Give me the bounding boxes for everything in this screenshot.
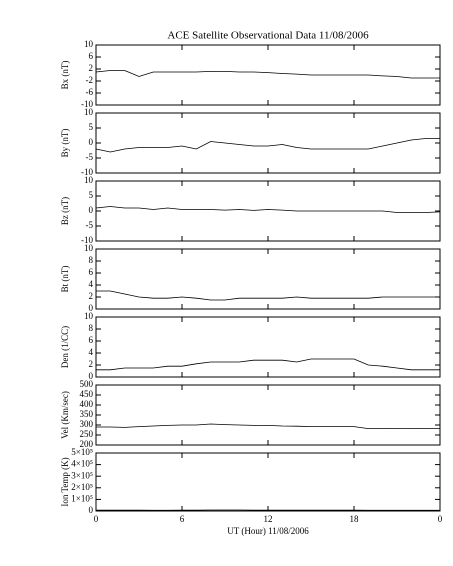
y-axis-label: Vel (Km/sec) <box>60 391 70 439</box>
y-tick-label: 0 <box>89 505 94 515</box>
y-axis-label: Bt (nT) <box>60 266 70 293</box>
data-line <box>96 290 440 301</box>
y-tick-label: 8 <box>89 323 94 333</box>
y-tick-label: 10 <box>84 107 94 117</box>
data-line <box>95 138 440 153</box>
x-tick-label: 0 <box>438 514 443 524</box>
y-tick-label: -10 <box>81 167 93 177</box>
x-tick-label: 6 <box>180 514 185 524</box>
y-tick-label: 0 <box>89 205 94 215</box>
y-axis-label: Den (1/CC) <box>60 326 70 368</box>
x-tick-label: 12 <box>264 514 273 524</box>
data-line <box>96 358 440 371</box>
y-tick-label: 6 <box>89 51 94 61</box>
y-tick-label: 400 <box>80 399 94 409</box>
x-axis-label: UT (Hour) 11/08/2006 <box>227 526 309 536</box>
y-tick-label: 0 <box>89 371 94 381</box>
y-tick-label: 5×10⁵ <box>71 447 93 457</box>
y-tick-label: 5 <box>89 190 94 200</box>
chart-title: ACE Satellite Observational Data 11/08/2… <box>167 30 369 42</box>
y-tick-label: -10 <box>81 235 93 245</box>
y-tick-label: 250 <box>80 429 94 439</box>
y-axis-label: Ion Temp (K) <box>60 457 70 506</box>
y-tick-label: 2 <box>89 291 94 301</box>
y-tick-label: 4 <box>89 347 94 357</box>
y-tick-label: 5 <box>89 122 94 132</box>
y-tick-label: 10 <box>84 243 94 253</box>
y-axis-label: Bx (nT) <box>60 61 70 90</box>
y-axis-label: Bz (nT) <box>60 197 70 225</box>
y-tick-label: 1×10⁵ <box>71 493 93 503</box>
y-tick-label: -2 <box>86 75 94 85</box>
panel-frame <box>95 112 441 174</box>
y-tick-label: -5 <box>86 152 94 162</box>
y-tick-label: 300 <box>80 419 94 429</box>
data-line <box>95 70 440 79</box>
y-tick-label: 500 <box>80 379 94 389</box>
y-tick-label: -5 <box>86 220 94 230</box>
panel-frame <box>95 180 441 242</box>
y-tick-label: -10 <box>81 99 93 109</box>
y-tick-label: 6 <box>89 267 94 277</box>
y-tick-label: 4 <box>89 279 94 289</box>
y-tick-label: 6 <box>89 335 94 345</box>
y-tick-label: 350 <box>80 409 94 419</box>
y-tick-label: 10 <box>84 311 94 321</box>
y-tick-label: -6 <box>86 87 94 97</box>
y-tick-label: 4×10⁵ <box>71 459 93 469</box>
y-tick-label: 0 <box>89 303 94 313</box>
data-line <box>96 423 440 429</box>
data-line <box>95 206 441 213</box>
x-tick-label: 0 <box>94 514 99 524</box>
y-axis-label: By (nT) <box>60 129 70 158</box>
y-tick-label: 200 <box>80 439 94 449</box>
x-tick-label: 18 <box>350 514 360 524</box>
y-tick-label: 2×10⁵ <box>71 482 93 492</box>
y-tick-label: 450 <box>80 389 94 399</box>
panel-frame <box>95 44 441 106</box>
panel-frame <box>95 452 441 512</box>
y-tick-label: 0 <box>89 137 94 147</box>
y-tick-label: 2 <box>89 359 94 369</box>
y-tick-label: 10 <box>84 39 94 49</box>
y-tick-label: 2 <box>89 63 94 73</box>
panel-frame <box>95 248 441 310</box>
panel-frame <box>95 384 441 446</box>
y-tick-label: 3×10⁵ <box>71 470 93 480</box>
y-tick-label: 8 <box>89 255 94 265</box>
y-tick-label: 10 <box>84 175 94 185</box>
